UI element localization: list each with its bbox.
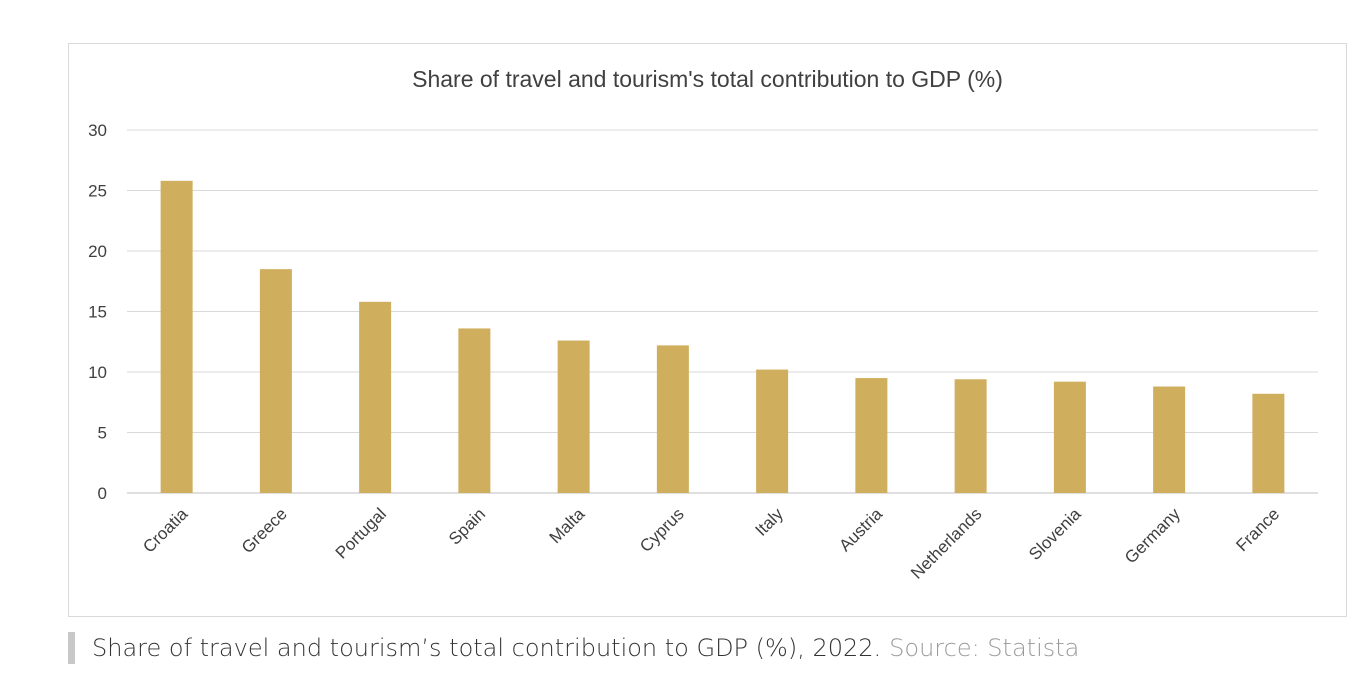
x-tick-label: Spain	[445, 504, 489, 548]
chart-title: Share of travel and tourism's total cont…	[412, 66, 1003, 92]
y-tick-label: 15	[88, 303, 107, 322]
x-tick-label: France	[1232, 504, 1283, 555]
bar	[656, 345, 689, 493]
bar	[160, 180, 193, 493]
bar	[359, 301, 392, 493]
x-tick-label: Germany	[1121, 504, 1184, 567]
x-tick-label: Cyprus	[636, 504, 688, 556]
x-tick-label: Greece	[238, 504, 291, 557]
x-tick-label: Austria	[835, 504, 886, 555]
caption-accent-bar	[68, 632, 75, 664]
y-tick-label: 10	[88, 363, 107, 382]
bar	[954, 379, 987, 493]
bar	[259, 269, 292, 493]
x-tick-label: Netherlands	[907, 504, 985, 582]
y-tick-label: 20	[88, 242, 107, 261]
bar	[1252, 393, 1285, 493]
x-tick-label: Croatia	[139, 504, 192, 557]
caption-text: Share of travel and tourism’s total cont…	[92, 634, 882, 662]
bar	[855, 378, 888, 493]
bar	[1153, 386, 1186, 493]
bar	[458, 328, 491, 493]
y-tick-label: 25	[88, 182, 107, 201]
x-tick-label: Malta	[546, 504, 589, 547]
y-tick-label: 0	[98, 484, 107, 503]
bar	[756, 369, 789, 493]
y-tick-label: 5	[98, 424, 107, 443]
x-tick-label: Italy	[751, 504, 787, 540]
y-tick-label: 30	[88, 121, 107, 140]
caption-source: Source: Statista	[889, 634, 1080, 662]
x-tick-label: Slovenia	[1025, 504, 1085, 564]
bar	[1053, 381, 1086, 493]
figure-caption: Share of travel and tourism’s total cont…	[68, 631, 1079, 665]
x-tick-label: Portugal	[332, 504, 390, 562]
bar	[557, 340, 590, 493]
